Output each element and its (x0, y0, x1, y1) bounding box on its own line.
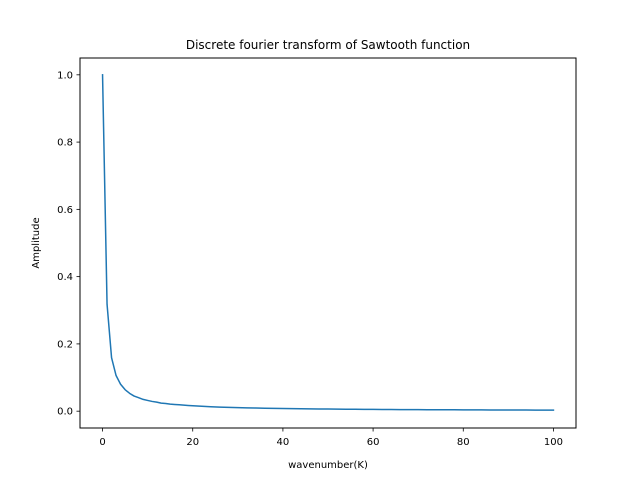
x-tick-label: 80 (457, 437, 470, 448)
x-tick-label: 40 (277, 437, 290, 448)
y-tick-label: 0.2 (57, 339, 73, 350)
y-axis: 0.0 0.2 0.4 0.6 0.8 1.0 (57, 70, 80, 418)
y-axis-title: Amplitude (31, 217, 42, 268)
y-tick-label: 0.0 (57, 407, 73, 418)
y-tick-label: 0.4 (57, 272, 73, 283)
y-tick-label: 1.0 (57, 70, 73, 81)
plot-frame (79, 57, 577, 429)
y-tick-label: 0.6 (57, 205, 73, 216)
x-tick-label: 0 (99, 437, 105, 448)
plot-area (101, 74, 555, 411)
x-tick-label: 100 (544, 437, 563, 448)
x-axis: 0 20 40 60 80 100 (99, 428, 563, 448)
x-tick-label: 20 (186, 437, 199, 448)
series-line-0 (101, 74, 555, 411)
y-tick-label: 0.8 (57, 138, 73, 149)
chart-title: Discrete fourier transform of Sawtooth f… (186, 38, 470, 52)
x-tick-label: 60 (367, 437, 380, 448)
x-axis-title: wavenumber(K) (288, 460, 368, 471)
